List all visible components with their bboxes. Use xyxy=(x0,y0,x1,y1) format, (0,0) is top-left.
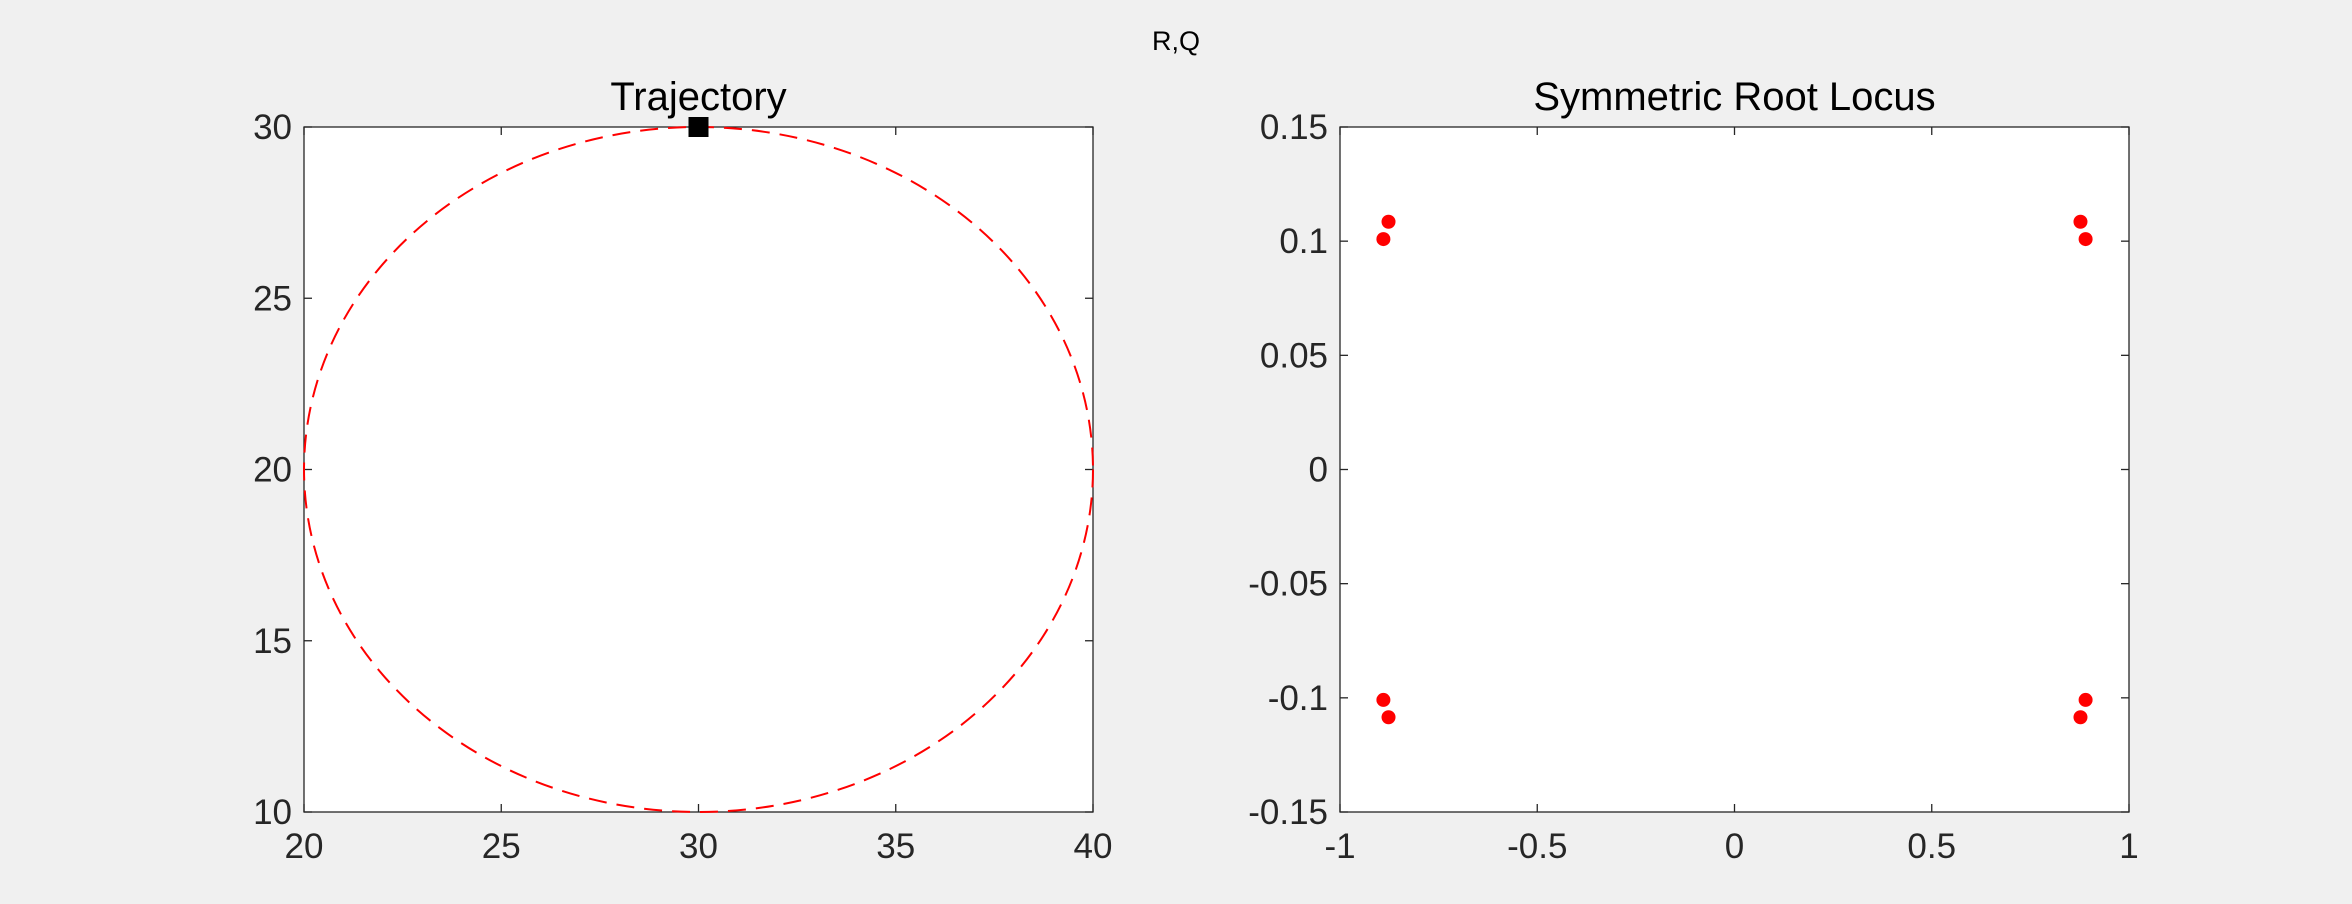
root-locus-axes: -1 -0.5 0 0.5 1 -0.15 -0.1 -0.05 0 0.05 0.1 0.15 Sym… xyxy=(1248,75,2139,866)
root-locus-pole-point xyxy=(2073,710,2088,725)
root-locus-xtick-label: -1 xyxy=(1324,827,1355,866)
root-locus-pole-point xyxy=(1376,692,1391,707)
root-locus-pole-point xyxy=(2078,692,2093,707)
root-locus-ytick-label: 0.05 xyxy=(1260,336,1328,375)
trajectory-ytick-label: 25 xyxy=(253,279,292,318)
trajectory-ytick-label: 15 xyxy=(253,622,292,661)
root-locus-pole-point xyxy=(1376,232,1391,247)
trajectory-ytick-label: 20 xyxy=(253,451,292,490)
root-locus-pole-point xyxy=(2078,232,2093,247)
root-locus-xtick-label: -0.5 xyxy=(1507,827,1567,866)
root-locus-ytick-label: -0.15 xyxy=(1248,793,1328,832)
root-locus-xtick-label: 1 xyxy=(2119,827,2138,866)
trajectory-xtick-label: 20 xyxy=(285,827,324,866)
root-locus-xtick-label: 0.5 xyxy=(1907,827,1956,866)
root-locus-pole-point xyxy=(1381,710,1396,725)
trajectory-ytick-label: 30 xyxy=(253,108,292,147)
root-locus-ytick-label: -0.05 xyxy=(1248,565,1328,604)
trajectory-xtick-label: 30 xyxy=(679,827,718,866)
trajectory-ytick-label: 10 xyxy=(253,793,292,832)
root-locus-ytick-label: 0 xyxy=(1309,451,1328,490)
trajectory-xtick-label: 25 xyxy=(482,827,521,866)
root-locus-xtick-label: 0 xyxy=(1725,827,1744,866)
trajectory-xtick-label: 35 xyxy=(876,827,915,866)
root-locus-plot-area xyxy=(1339,126,2130,813)
trajectory-axes: 20 25 30 35 40 10 15 20 25 30 Trajectory xyxy=(253,75,1112,866)
root-locus-ytick-label: -0.1 xyxy=(1268,679,1328,718)
trajectory-position-marker xyxy=(688,117,709,137)
figure-suptitle: R,Q xyxy=(1152,26,1200,56)
root-locus-title: Symmetric Root Locus xyxy=(1533,75,1935,119)
trajectory-xtick-label: 40 xyxy=(1074,827,1113,866)
root-locus-pole-point xyxy=(2073,214,2088,229)
root-locus-pole-point xyxy=(1381,214,1396,229)
trajectory-plot-area xyxy=(303,126,1094,813)
trajectory-title: Trajectory xyxy=(610,75,786,119)
root-locus-ytick-label: 0.15 xyxy=(1260,108,1328,147)
root-locus-ytick-label: 0.1 xyxy=(1279,222,1328,261)
